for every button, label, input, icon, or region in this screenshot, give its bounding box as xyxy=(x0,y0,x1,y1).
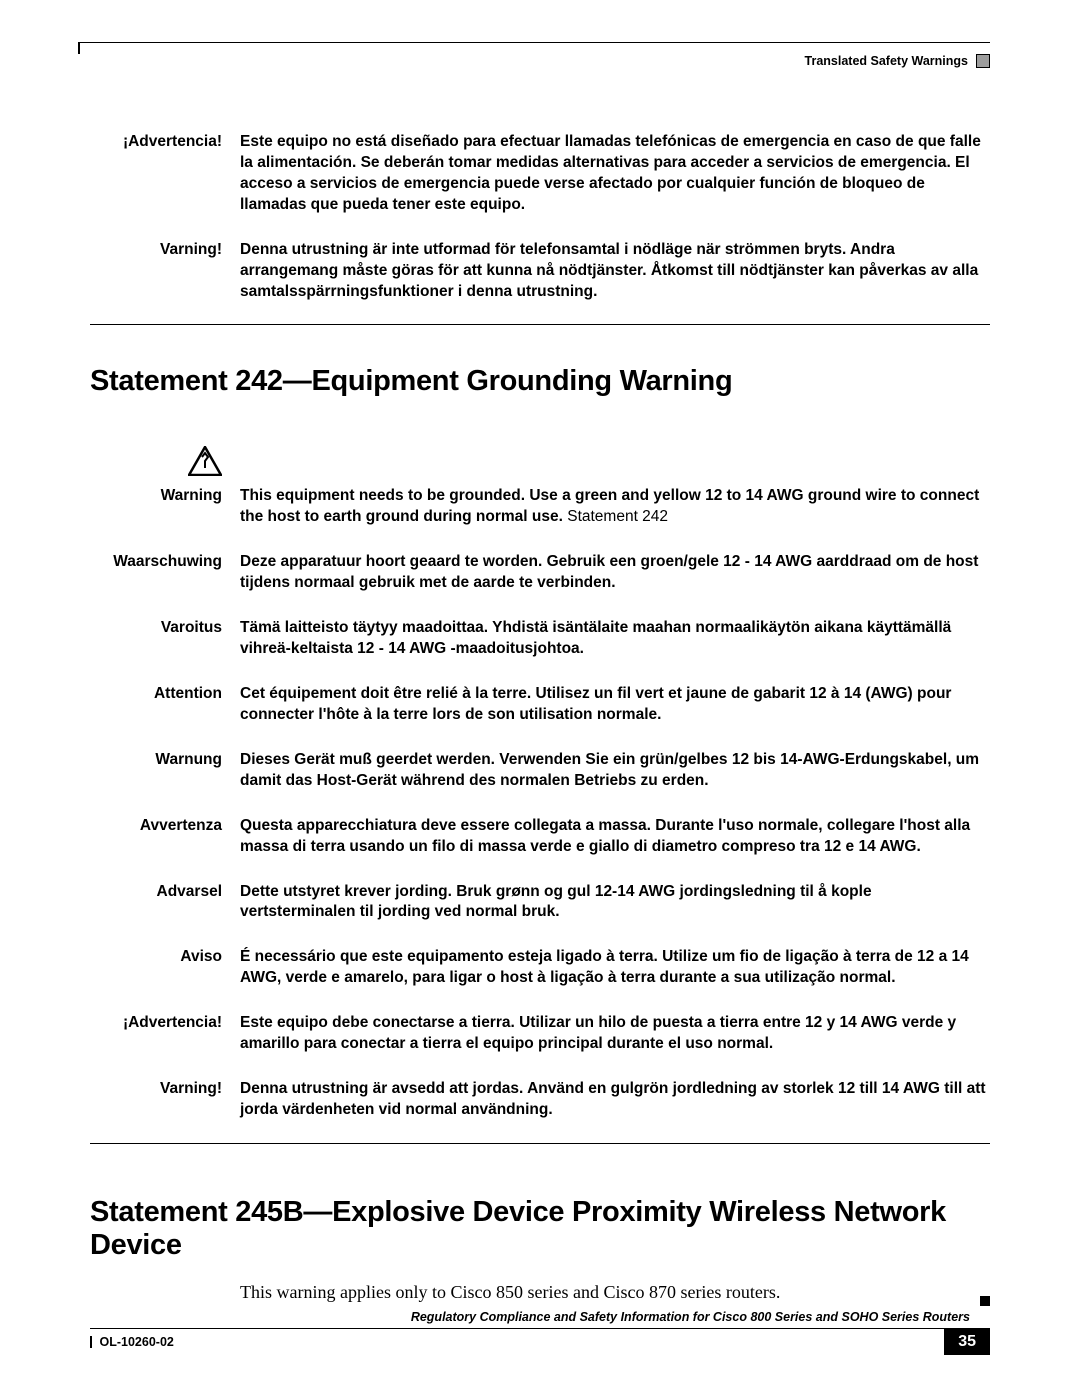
warning-text: This equipment needs to be grounded. Use… xyxy=(240,476,990,542)
warning-label: Varning! xyxy=(90,1069,240,1143)
table-row: Aviso É necessário que este equipamento … xyxy=(90,937,990,1003)
warning-text: Denna utrustning är avsedd att jordas. A… xyxy=(240,1069,990,1143)
statement-242-heading: Statement 242—Equipment Grounding Warnin… xyxy=(90,365,990,398)
warning-label: Varning! xyxy=(90,230,240,325)
page-top-tick xyxy=(78,42,80,54)
table-row: Advarsel Dette utstyret krever jording. … xyxy=(90,872,990,938)
statement-suffix: Statement 242 xyxy=(563,508,668,525)
table-row: Waarschuwing Deze apparatuur hoort geaar… xyxy=(90,542,990,608)
warning-label: Aviso xyxy=(90,937,240,1003)
warning-label: Advarsel xyxy=(90,872,240,938)
page-top-border xyxy=(78,42,990,43)
statement-245b-note: This warning applies only to Cisco 850 s… xyxy=(240,1282,990,1303)
table-row xyxy=(90,446,990,476)
table-row: Varning! Denna utrustning är avsedd att … xyxy=(90,1069,990,1143)
statement-242-table: Warning This equipment needs to be groun… xyxy=(90,446,990,1143)
warning-label: Avvertenza xyxy=(90,806,240,872)
warning-triangle-icon xyxy=(188,446,222,476)
statement-245b-heading: Statement 245B—Explosive Device Proximit… xyxy=(90,1196,990,1262)
page-header: Translated Safety Warnings xyxy=(805,54,990,68)
warning-text: É necessário que este equipamento esteja… xyxy=(240,937,990,1003)
page-content: ¡Advertencia! Este equipo no está diseña… xyxy=(90,122,990,1303)
footer-doc-id: OL-10260-02 xyxy=(100,1335,174,1349)
top-warnings-table: ¡Advertencia! Este equipo no está diseña… xyxy=(90,122,990,325)
warning-label: ¡Advertencia! xyxy=(90,122,240,230)
warning-text: Este equipo debe conectarse a tierra. Ut… xyxy=(240,1003,990,1069)
warning-text: Dieses Gerät muß geerdet werden. Verwend… xyxy=(240,740,990,806)
warning-text: Dette utstyret krever jording. Bruk grøn… xyxy=(240,872,990,938)
footer-bar: OL-10260-02 35 xyxy=(90,1328,990,1355)
warning-text: Denna utrustning är inte utformad för te… xyxy=(240,230,990,325)
warning-text: Deze apparatuur hoort geaard te worden. … xyxy=(240,542,990,608)
header-title: Translated Safety Warnings xyxy=(805,54,968,68)
table-row: Varoitus Tämä laitteisto täytyy maadoitt… xyxy=(90,608,990,674)
page-footer: Regulatory Compliance and Safety Informa… xyxy=(90,1310,990,1355)
warning-label: Warnung xyxy=(90,740,240,806)
table-row: ¡Advertencia! Este equipo no está diseña… xyxy=(90,122,990,230)
warning-label: Varoitus xyxy=(90,608,240,674)
warning-text: Tämä laitteisto täytyy maadoittaa. Yhdis… xyxy=(240,608,990,674)
footer-title: Regulatory Compliance and Safety Informa… xyxy=(90,1310,990,1324)
warning-label: ¡Advertencia! xyxy=(90,1003,240,1069)
table-row: ¡Advertencia! Este equipo debe conectars… xyxy=(90,1003,990,1069)
table-row: Avvertenza Questa apparecchiatura deve e… xyxy=(90,806,990,872)
warning-label: Waarschuwing xyxy=(90,542,240,608)
warning-label: Attention xyxy=(90,674,240,740)
table-row: Varning! Denna utrustning är inte utform… xyxy=(90,230,990,325)
table-row: Attention Cet équipement doit être relié… xyxy=(90,674,990,740)
warning-text: Este equipo no está diseñado para efectu… xyxy=(240,122,990,230)
footer-page-number: 35 xyxy=(944,1329,990,1355)
warning-text: Cet équipement doit être relié à la terr… xyxy=(240,674,990,740)
footer-tick xyxy=(90,1336,92,1348)
table-row: Warning This equipment needs to be groun… xyxy=(90,476,990,542)
footer-marker-icon xyxy=(980,1296,990,1306)
warning-label: Warning xyxy=(90,476,240,542)
warning-icon-cell xyxy=(90,446,240,476)
table-row: Warnung Dieses Gerät muß geerdet werden.… xyxy=(90,740,990,806)
header-marker-icon xyxy=(976,54,990,68)
warning-text: Questa apparecchiatura deve essere colle… xyxy=(240,806,990,872)
